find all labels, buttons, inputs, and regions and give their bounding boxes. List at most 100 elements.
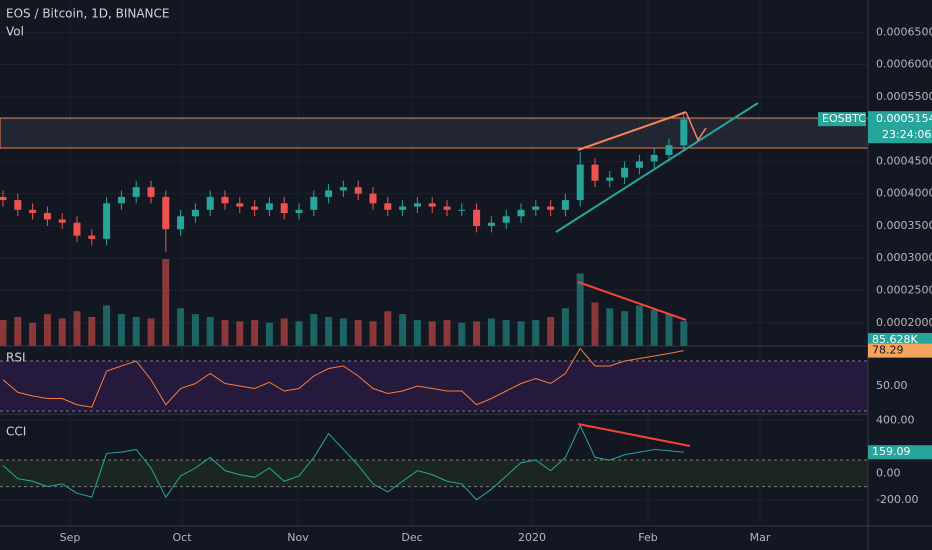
candle-body	[532, 206, 540, 210]
volume-bar	[14, 317, 22, 346]
volume-bar	[339, 318, 347, 346]
candle-body	[43, 213, 51, 220]
volume-bar	[635, 305, 643, 346]
y-tick-label: 0.0003500	[876, 219, 932, 232]
volume-bar	[665, 314, 673, 346]
candle-body	[487, 222, 495, 226]
volume-bar	[162, 259, 170, 346]
y-tick-label: -200.00	[876, 493, 918, 506]
volume-bar	[532, 319, 540, 346]
trend-line	[577, 111, 687, 151]
candle-body	[413, 203, 421, 207]
candle-body	[680, 119, 688, 146]
candle-body	[73, 222, 81, 236]
volume-bar	[295, 321, 303, 346]
volume-bar	[325, 317, 333, 346]
candle-body	[665, 145, 673, 155]
volume-bar	[132, 317, 140, 346]
rsi-title: RSI	[6, 351, 26, 365]
volume-bar	[547, 317, 555, 346]
symbol-title: EOS / Bitcoin, 1D, BINANCE	[6, 7, 170, 21]
volume-bar	[517, 321, 525, 346]
candle-body	[88, 235, 96, 239]
labels: Sep Oct Nov Dec 2020 Feb Mar 0.0006500 0.0006000…	[60, 25, 932, 544]
candle-body	[251, 206, 259, 210]
candle-body	[443, 206, 451, 210]
trend-line	[577, 281, 687, 321]
candle-body	[0, 196, 7, 201]
volume-bar	[576, 273, 584, 346]
candle-body	[621, 167, 629, 178]
cci-title: CCI	[6, 425, 26, 439]
volume-bar	[58, 318, 66, 346]
candle-body	[547, 206, 555, 210]
candle-body	[369, 193, 377, 204]
arrow	[685, 111, 707, 142]
volume-bar	[621, 311, 629, 346]
volume-bar	[487, 318, 495, 346]
volume-bar	[458, 322, 466, 346]
value-tag-label: 159.09	[872, 445, 911, 458]
candle-body	[591, 164, 599, 181]
volume-bar	[473, 321, 481, 346]
candle-body	[14, 200, 22, 210]
volume-bar	[221, 319, 229, 346]
volume-bar	[561, 308, 569, 346]
y-tick-label: 400.00	[876, 413, 915, 426]
volume-bar	[354, 319, 362, 346]
candle-body	[29, 209, 37, 214]
candle-body	[339, 187, 347, 191]
time-label: Mar	[750, 531, 771, 544]
volume-bar	[103, 305, 111, 346]
time-label: 2020	[518, 531, 546, 544]
volume-bar	[280, 318, 288, 346]
price-tag-box	[868, 111, 932, 144]
countdown: 23:24:06	[882, 128, 931, 141]
candle-body	[206, 196, 214, 210]
time-label: Nov	[287, 531, 309, 544]
candle-body	[399, 206, 407, 210]
time-label: Sep	[60, 531, 81, 544]
candle-body	[265, 203, 273, 210]
volume-bar	[650, 309, 658, 346]
volume-bar	[0, 319, 7, 346]
grid	[0, 0, 868, 526]
y-tick-label: 0.0005500	[876, 90, 932, 103]
time-label: Dec	[401, 531, 422, 544]
candle-body	[58, 219, 66, 223]
volume-bar	[310, 314, 318, 346]
value-tag	[868, 343, 932, 358]
volume-bar	[428, 321, 436, 346]
range-box	[0, 117, 869, 149]
candle-body	[502, 216, 510, 223]
trend-line	[555, 102, 759, 233]
volume-bar	[591, 302, 599, 346]
candle-body	[132, 187, 140, 197]
volume-bar	[29, 322, 37, 346]
volume-bar	[443, 319, 451, 346]
volume-bar	[73, 311, 81, 346]
volume-bar	[117, 314, 125, 346]
volume-bar	[177, 308, 185, 346]
volume-bar	[88, 317, 96, 346]
volume-bar	[43, 314, 51, 346]
candle-body	[310, 196, 318, 210]
volume-title: Vol	[6, 25, 24, 39]
y-tick-label: 0.00	[876, 466, 901, 479]
y-tick-label: 0.0006000	[876, 58, 932, 71]
time-label: Oct	[172, 531, 192, 544]
candle-body	[295, 209, 303, 214]
symbol-tag-box	[818, 112, 866, 127]
candle-body	[458, 209, 466, 211]
candle-body	[517, 209, 525, 217]
candle-body	[177, 216, 185, 230]
y-tick-label: 0.0004500	[876, 154, 932, 167]
candle-body	[236, 203, 244, 207]
candle-body	[325, 190, 333, 197]
candle-body	[428, 203, 436, 207]
volume-bar	[251, 319, 259, 346]
volume-bar	[502, 319, 510, 346]
